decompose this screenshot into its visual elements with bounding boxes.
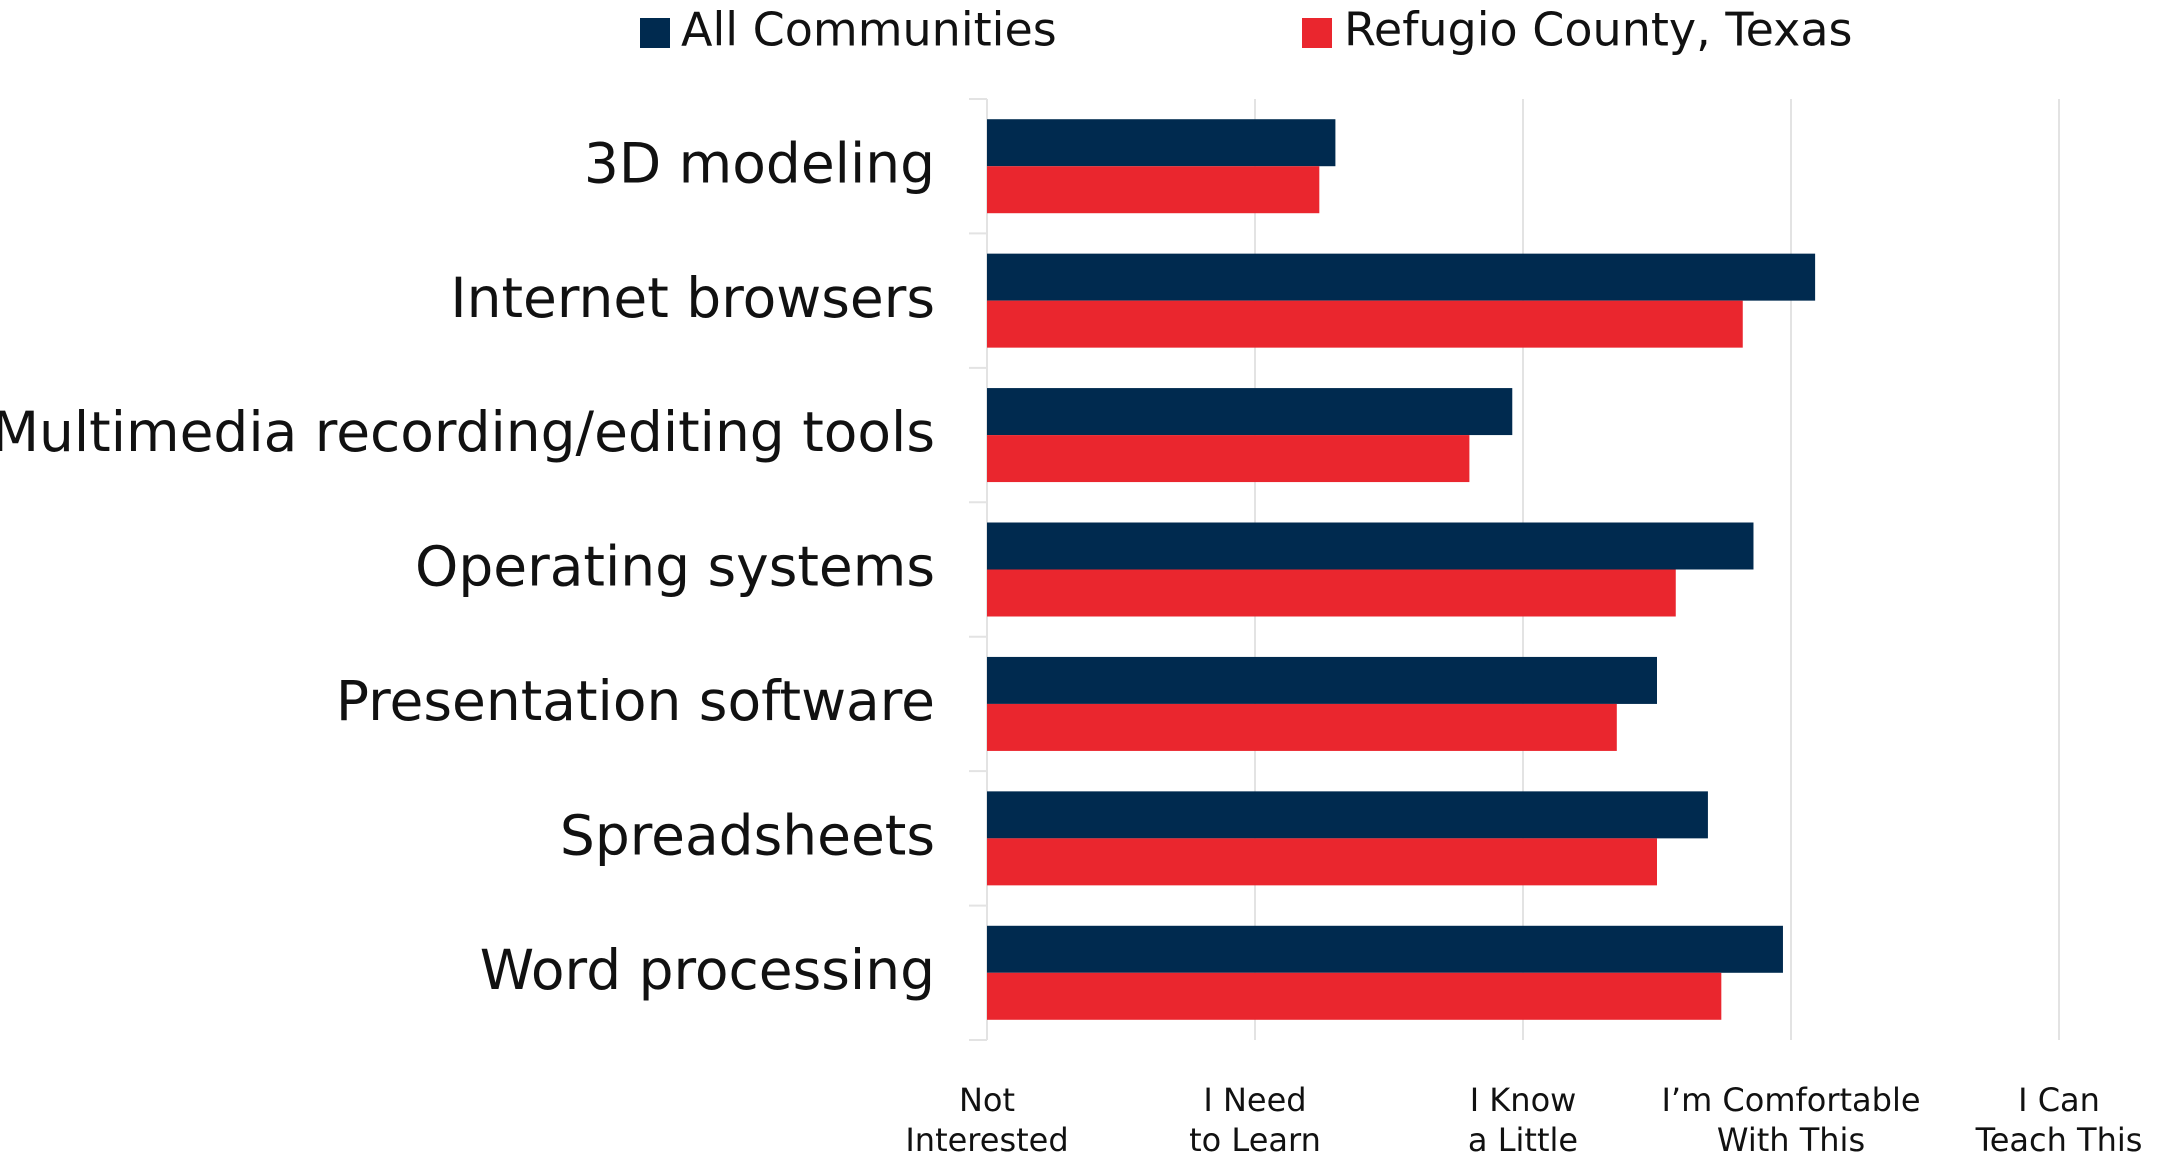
x-tick-label-line: With This [1717,1121,1865,1157]
x-tick-label-3: I’m Comfortable With This [1661,1081,1920,1157]
bar-all-communities-spreadsheets [987,791,1708,839]
category-label-internet-browsers: Internet browsers [450,266,935,330]
x-tick-label-line: Interested [905,1121,1068,1157]
bar-all-communities-internet-browsers [987,253,1816,301]
x-tick-label-line: Not [959,1081,1015,1119]
x-tick-label-4: I Can Teach This [1975,1081,2143,1157]
x-tick-label-line: a Little [1468,1121,1578,1157]
bar-refugio-county-texas-word-processing [987,972,1722,1020]
x-tick-label-1: I Need to Learn [1189,1081,1321,1157]
bar-all-communities-multimedia-recording-editing-tools [987,388,1513,436]
x-tick-label-line: I Need [1203,1081,1306,1119]
category-label-spreadsheets: Spreadsheets [560,803,935,867]
legend-label-all-communities: All Communities [681,3,1057,57]
bar-refugio-county-texas-spreadsheets [987,838,1657,886]
category-label-multimedia-recording-editing-tools: Multimedia recording/editing tools [0,400,935,464]
category-label-presentation-software: Presentation software [336,669,935,733]
x-tick-label-0: Not Interested [905,1081,1068,1157]
bar-refugio-county-texas-multimedia-recording-editing-tools [987,435,1470,483]
x-tick-label-line: I’m Comfortable [1661,1081,1920,1119]
bar-refugio-county-texas-presentation-software [987,703,1617,751]
x-tick-label-line: I Know [1470,1081,1577,1119]
bar-refugio-county-texas-operating-systems [987,569,1676,617]
category-label-word-processing: Word processing [480,938,935,1002]
legend: All Communities Refugio County, Texas [640,3,1853,57]
x-tick-label-line: Teach This [1975,1121,2143,1157]
bar-all-communities-word-processing [987,925,1783,973]
category-label-3d-modeling: 3D modeling [584,131,935,195]
bar-all-communities-presentation-software [987,656,1657,704]
legend-swatch-refugio-county-texas [1302,18,1332,48]
legend-swatch-all-communities [640,18,670,48]
bar-all-communities-operating-systems [987,522,1754,570]
bar-all-communities-3d-modeling [987,119,1336,167]
category-labels: 3D modeling Internet browsers Multimedia r… [0,131,935,1002]
x-tick-label-line: to Learn [1189,1121,1321,1157]
legend-label-refugio-county-texas: Refugio County, Texas [1344,3,1853,57]
x-tick-label-2: I Know a Little [1468,1081,1578,1157]
bar-refugio-county-texas-3d-modeling [987,166,1320,214]
category-label-operating-systems: Operating systems [415,535,935,599]
x-tick-labels: Not Interested I Need to Learn I Know a Littl… [905,1081,2143,1159]
bar-refugio-county-texas-internet-browsers [987,300,1743,348]
x-tick-label-line: I Can [2018,1081,2100,1119]
bars-layer [987,119,1816,1020]
